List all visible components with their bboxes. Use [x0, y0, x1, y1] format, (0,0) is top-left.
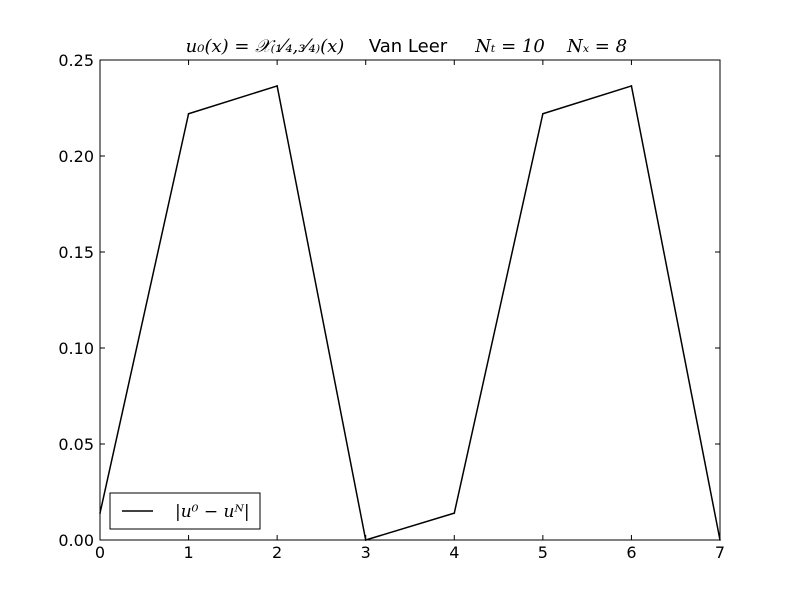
y-tick-label: 0.25: [58, 51, 94, 70]
x-tick-label: 6: [626, 543, 636, 562]
chart-title-initial-condition: u₀(x) = 𝒳₍₁⁄₄,₃⁄₄₎(x): [186, 36, 345, 57]
x-tick-label: 3: [361, 543, 371, 562]
x-tick-label: 1: [183, 543, 193, 562]
series-line: [99, 84, 721, 541]
plot-area: [100, 60, 720, 540]
data-point: [453, 512, 456, 514]
x-tick-label: 7: [715, 543, 725, 562]
plot-frame: [99, 59, 721, 541]
data-point: [276, 85, 278, 87]
data-point: [630, 85, 633, 87]
chart-title-space-steps: Nₓ = 8: [566, 36, 627, 57]
data-point: [542, 112, 544, 115]
legend-label: |u⁰ − uᴺ|: [175, 502, 250, 522]
chart-title-scheme: Van Leer: [369, 36, 448, 57]
y-tick-label: 0.15: [58, 243, 94, 262]
x-tick-label: 2: [272, 543, 282, 562]
chart-title-time-steps: Nₜ = 10: [474, 36, 545, 57]
x-tick-label: 0: [95, 543, 105, 562]
x-tick-label: 4: [449, 543, 459, 562]
data-point: [187, 112, 190, 115]
y-tick-label: 0.05: [58, 435, 94, 454]
x-tick-label: 5: [538, 543, 548, 562]
y-tick-label: 0.10: [58, 339, 94, 358]
y-tick-label: 0.20: [58, 147, 94, 166]
y-tick-label: 0.00: [58, 531, 94, 550]
legend: |u⁰ − uᴺ|: [109, 492, 261, 530]
